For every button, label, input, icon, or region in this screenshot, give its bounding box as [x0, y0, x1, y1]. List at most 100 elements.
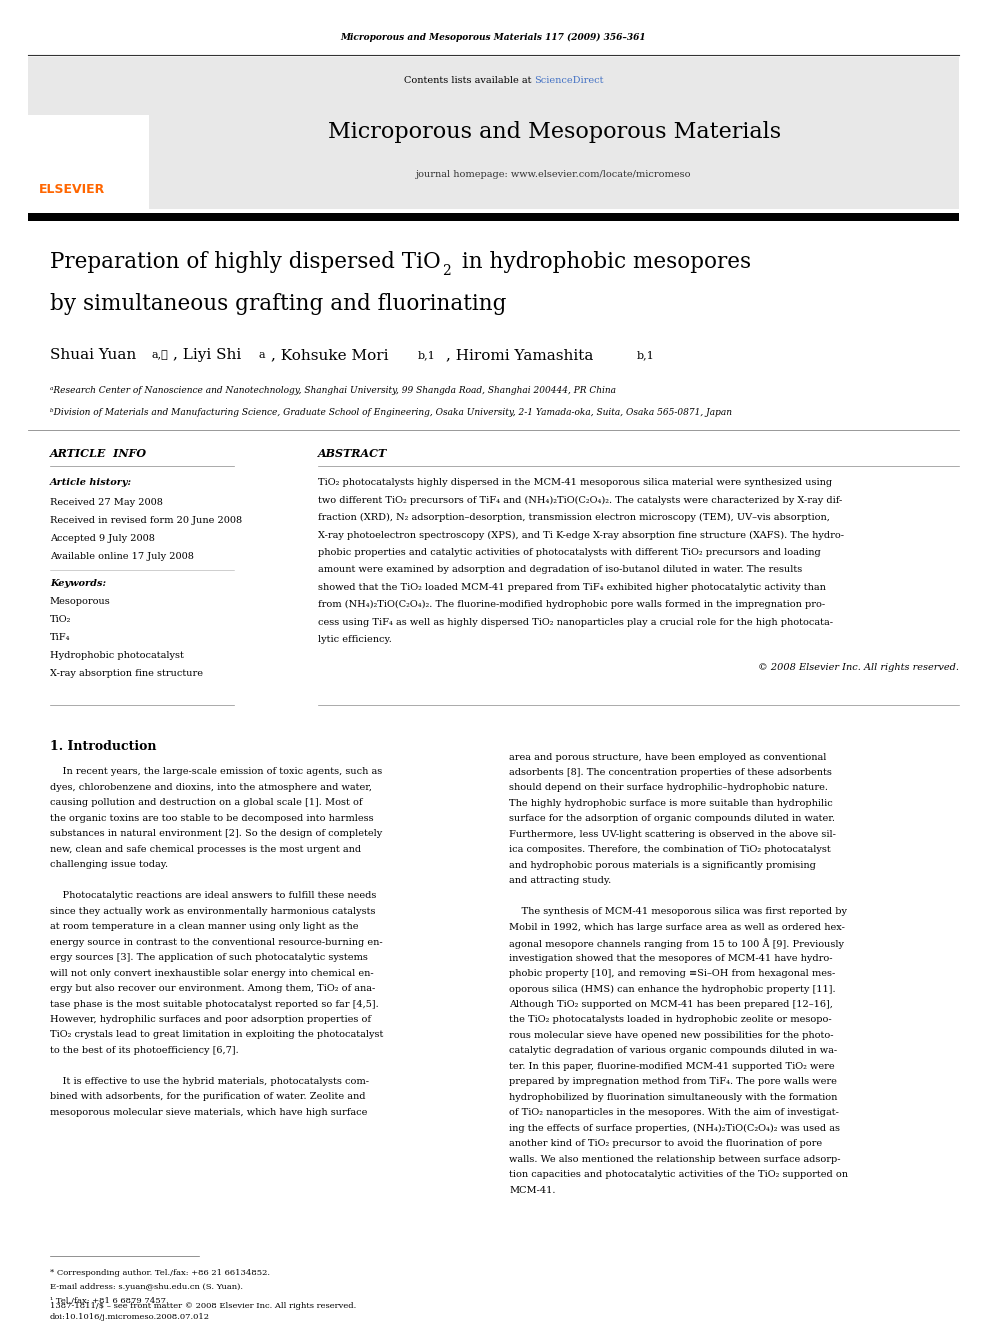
Text: tion capacities and photocatalytic activities of the TiO₂ supported on: tion capacities and photocatalytic activ…	[509, 1170, 848, 1179]
Text: bined with adsorbents, for the purification of water. Zeolite and: bined with adsorbents, for the purificat…	[50, 1093, 365, 1101]
Text: phobic properties and catalytic activities of photocatalysts with different TiO₂: phobic properties and catalytic activiti…	[318, 548, 821, 557]
Text: In recent years, the large-scale emission of toxic agents, such as: In recent years, the large-scale emissio…	[50, 767, 382, 777]
Text: The highly hydrophobic surface is more suitable than hydrophilic: The highly hydrophobic surface is more s…	[509, 799, 833, 808]
Text: should depend on their surface hydrophilic–hydrophobic nature.: should depend on their surface hydrophil…	[509, 783, 828, 792]
Text: surface for the adsorption of organic compounds diluted in water.: surface for the adsorption of organic co…	[509, 815, 835, 823]
Text: ABSTRACT: ABSTRACT	[318, 448, 388, 459]
Text: prepared by impregnation method from TiF₄. The pore walls were: prepared by impregnation method from TiF…	[509, 1077, 837, 1086]
Text: ica composites. Therefore, the combination of TiO₂ photocatalyst: ica composites. Therefore, the combinati…	[509, 845, 831, 855]
Text: Received in revised form 20 June 2008: Received in revised form 20 June 2008	[50, 516, 242, 525]
Text: 1. Introduction: 1. Introduction	[50, 740, 156, 753]
Text: another kind of TiO₂ precursor to avoid the fluorination of pore: another kind of TiO₂ precursor to avoid …	[509, 1139, 822, 1148]
Text: the TiO₂ photocatalysts loaded in hydrophobic zeolite or mesopo-: the TiO₂ photocatalysts loaded in hydrop…	[509, 1016, 832, 1024]
Text: showed that the TiO₂ loaded MCM-41 prepared from TiF₄ exhibited higher photocata: showed that the TiO₂ loaded MCM-41 prepa…	[318, 583, 826, 591]
Text: Mesoporous: Mesoporous	[50, 597, 110, 606]
Text: The synthesis of MCM-41 mesoporous silica was first reported by: The synthesis of MCM-41 mesoporous silic…	[509, 908, 847, 917]
Text: Contents lists available at: Contents lists available at	[404, 77, 534, 86]
Text: 2: 2	[441, 265, 450, 278]
Text: new, clean and safe chemical processes is the most urgent and: new, clean and safe chemical processes i…	[50, 845, 361, 853]
Text: Shuai Yuan: Shuai Yuan	[50, 348, 136, 363]
Bar	[28, 213, 959, 221]
Text: E-mail address: s.yuan@shu.edu.cn (S. Yuan).: E-mail address: s.yuan@shu.edu.cn (S. Yu…	[50, 1283, 243, 1291]
Text: ScienceDirect: ScienceDirect	[534, 77, 604, 86]
Text: ELSEVIER: ELSEVIER	[39, 183, 105, 196]
Text: Microporous and Mesoporous Materials: Microporous and Mesoporous Materials	[327, 120, 781, 143]
Text: Although TiO₂ supported on MCM-41 has been prepared [12–16],: Although TiO₂ supported on MCM-41 has be…	[509, 1000, 833, 1009]
Text: phobic property [10], and removing ≡Si–OH from hexagonal mes-: phobic property [10], and removing ≡Si–O…	[509, 968, 835, 978]
Text: TiO₂: TiO₂	[50, 615, 71, 623]
Text: oporous silica (HMS) can enhance the hydrophobic property [11].: oporous silica (HMS) can enhance the hyd…	[509, 984, 836, 994]
Text: catalytic degradation of various organic compounds diluted in wa-: catalytic degradation of various organic…	[509, 1046, 837, 1056]
Text: MCM-41.: MCM-41.	[509, 1185, 556, 1195]
Text: rous molecular sieve have opened new possibilities for the photo-: rous molecular sieve have opened new pos…	[509, 1031, 834, 1040]
Text: Furthermore, less UV-light scattering is observed in the above sil-: Furthermore, less UV-light scattering is…	[509, 830, 836, 839]
Text: ¹ Tel./fax: +81 6 6879 7457.: ¹ Tel./fax: +81 6 6879 7457.	[50, 1298, 169, 1306]
Text: since they actually work as environmentally harmonious catalysts: since they actually work as environmenta…	[50, 906, 375, 916]
Text: Received 27 May 2008: Received 27 May 2008	[50, 497, 163, 507]
Text: mesoporous molecular sieve materials, which have high surface: mesoporous molecular sieve materials, wh…	[50, 1107, 367, 1117]
Text: ARTICLE  INFO: ARTICLE INFO	[50, 448, 147, 459]
Text: Hydrophobic photocatalyst: Hydrophobic photocatalyst	[50, 651, 184, 660]
Text: causing pollution and destruction on a global scale [1]. Most of: causing pollution and destruction on a g…	[50, 798, 362, 807]
Text: ing the effects of surface properties, (NH₄)₂TiO(C₂O₄)₂ was used as: ing the effects of surface properties, (…	[509, 1123, 840, 1132]
Text: investigation showed that the mesopores of MCM-41 have hydro-: investigation showed that the mesopores …	[509, 954, 833, 963]
Text: area and porous structure, have been employed as conventional: area and porous structure, have been emp…	[509, 753, 826, 762]
Text: two different TiO₂ precursors of TiF₄ and (NH₄)₂TiO(C₂O₄)₂. The catalysts were c: two different TiO₂ precursors of TiF₄ an…	[318, 496, 842, 504]
Text: journal homepage: www.elsevier.com/locate/micromeso: journal homepage: www.elsevier.com/locat…	[417, 171, 691, 179]
Text: challenging issue today.: challenging issue today.	[50, 860, 168, 869]
Text: TiO₂ photocatalysts highly dispersed in the MCM-41 mesoporous silica material we: TiO₂ photocatalysts highly dispersed in …	[318, 478, 832, 487]
Text: ergy sources [3]. The application of such photocatalytic systems: ergy sources [3]. The application of suc…	[50, 953, 368, 962]
Text: substances in natural environment [2]. So the design of completely: substances in natural environment [2]. S…	[50, 830, 382, 839]
Text: , Liyi Shi: , Liyi Shi	[173, 348, 241, 363]
Text: , Kohsuke Mori: , Kohsuke Mori	[271, 348, 388, 363]
Text: Available online 17 July 2008: Available online 17 July 2008	[50, 552, 193, 561]
Text: walls. We also mentioned the relationship between surface adsorp-: walls. We also mentioned the relationshi…	[509, 1155, 841, 1164]
Text: by simultaneous grafting and fluorinating: by simultaneous grafting and fluorinatin…	[50, 294, 506, 315]
Text: 1387-1811/$ – see front matter © 2008 Elsevier Inc. All rights reserved.: 1387-1811/$ – see front matter © 2008 El…	[50, 1302, 356, 1310]
Text: Keywords:: Keywords:	[50, 579, 106, 587]
Text: It is effective to use the hybrid materials, photocatalysts com-: It is effective to use the hybrid materi…	[50, 1077, 369, 1086]
Text: will not only convert inexhaustible solar energy into chemical en-: will not only convert inexhaustible sola…	[50, 968, 373, 978]
Text: and attracting study.: and attracting study.	[509, 876, 611, 885]
Text: hydrophobilized by fluorination simultaneously with the formation: hydrophobilized by fluorination simultan…	[509, 1093, 837, 1102]
Text: dyes, chlorobenzene and dioxins, into the atmosphere and water,: dyes, chlorobenzene and dioxins, into th…	[50, 783, 372, 792]
Text: Preparation of highly dispersed TiO: Preparation of highly dispersed TiO	[50, 250, 440, 273]
Text: energy source in contrast to the conventional resource-burning en-: energy source in contrast to the convent…	[50, 938, 382, 947]
Text: Photocatalytic reactions are ideal answers to fulfill these needs: Photocatalytic reactions are ideal answe…	[50, 892, 376, 900]
Text: fraction (XRD), N₂ adsorption–desorption, transmission electron microscopy (TEM): fraction (XRD), N₂ adsorption–desorption…	[318, 513, 830, 523]
Text: doi:10.1016/j.micromeso.2008.07.012: doi:10.1016/j.micromeso.2008.07.012	[50, 1314, 209, 1322]
Text: of TiO₂ nanoparticles in the mesopores. With the aim of investigat-: of TiO₂ nanoparticles in the mesopores. …	[509, 1109, 839, 1118]
Text: Accepted 9 July 2008: Accepted 9 July 2008	[50, 534, 155, 542]
Text: in hydrophobic mesopores: in hydrophobic mesopores	[454, 250, 751, 273]
Text: © 2008 Elsevier Inc. All rights reserved.: © 2008 Elsevier Inc. All rights reserved…	[758, 663, 959, 672]
Text: agonal mesopore channels ranging from 15 to 100 Å [9]. Previously: agonal mesopore channels ranging from 15…	[509, 938, 844, 949]
Text: a: a	[259, 351, 265, 360]
Text: amount were examined by adsorption and degradation of iso-butanol diluted in wat: amount were examined by adsorption and d…	[318, 565, 803, 574]
Text: at room temperature in a clean manner using only light as the: at room temperature in a clean manner us…	[50, 922, 358, 931]
Text: to the best of its photoefficiency [6,7].: to the best of its photoefficiency [6,7]…	[50, 1046, 238, 1054]
Text: Article history:: Article history:	[50, 478, 132, 487]
Text: ergy but also recover our environment. Among them, TiO₂ of ana-: ergy but also recover our environment. A…	[50, 984, 375, 994]
Text: from (NH₄)₂TiO(C₂O₄)₂. The fluorine-modified hydrophobic pore walls formed in th: from (NH₄)₂TiO(C₂O₄)₂. The fluorine-modi…	[318, 601, 825, 610]
Text: tase phase is the most suitable photocatalyst reported so far [4,5].: tase phase is the most suitable photocat…	[50, 999, 379, 1008]
Text: cess using TiF₄ as well as highly dispersed TiO₂ nanoparticles play a crucial ro: cess using TiF₄ as well as highly disper…	[318, 618, 833, 627]
Text: However, hydrophilic surfaces and poor adsorption properties of: However, hydrophilic surfaces and poor a…	[50, 1015, 371, 1024]
Text: ter. In this paper, fluorine-modified MCM-41 supported TiO₂ were: ter. In this paper, fluorine-modified MC…	[509, 1062, 835, 1070]
Bar	[28, 115, 149, 209]
Text: , Hiromi Yamashita: , Hiromi Yamashita	[445, 348, 593, 363]
Text: lytic efficiency.: lytic efficiency.	[318, 635, 392, 644]
Text: * Corresponding author. Tel./fax: +86 21 66134852.: * Corresponding author. Tel./fax: +86 21…	[50, 1270, 270, 1278]
Text: and hydrophobic porous materials is a significantly promising: and hydrophobic porous materials is a si…	[509, 861, 816, 869]
Text: X-ray photoelectron spectroscopy (XPS), and Ti K-edge X-ray absorption fine stru: X-ray photoelectron spectroscopy (XPS), …	[318, 531, 844, 540]
Text: ᵇDivision of Materials and Manufacturing Science, Graduate School of Engineering: ᵇDivision of Materials and Manufacturing…	[50, 409, 732, 417]
Text: TiF₄: TiF₄	[50, 632, 70, 642]
Text: a,⋆: a,⋆	[151, 351, 168, 360]
Bar	[28, 57, 959, 209]
Text: b,1: b,1	[637, 351, 655, 360]
Text: the organic toxins are too stable to be decomposed into harmless: the organic toxins are too stable to be …	[50, 814, 373, 823]
Text: Microporous and Mesoporous Materials 117 (2009) 356–361: Microporous and Mesoporous Materials 117…	[340, 33, 646, 42]
Text: TiO₂ crystals lead to great limitation in exploiting the photocatalyst: TiO₂ crystals lead to great limitation i…	[50, 1031, 383, 1040]
Text: ᵃResearch Center of Nanoscience and Nanotechnology, Shanghai University, 99 Shan: ᵃResearch Center of Nanoscience and Nano…	[50, 386, 616, 396]
Text: Mobil in 1992, which has large surface area as well as ordered hex-: Mobil in 1992, which has large surface a…	[509, 922, 845, 931]
Text: b,1: b,1	[418, 351, 435, 360]
